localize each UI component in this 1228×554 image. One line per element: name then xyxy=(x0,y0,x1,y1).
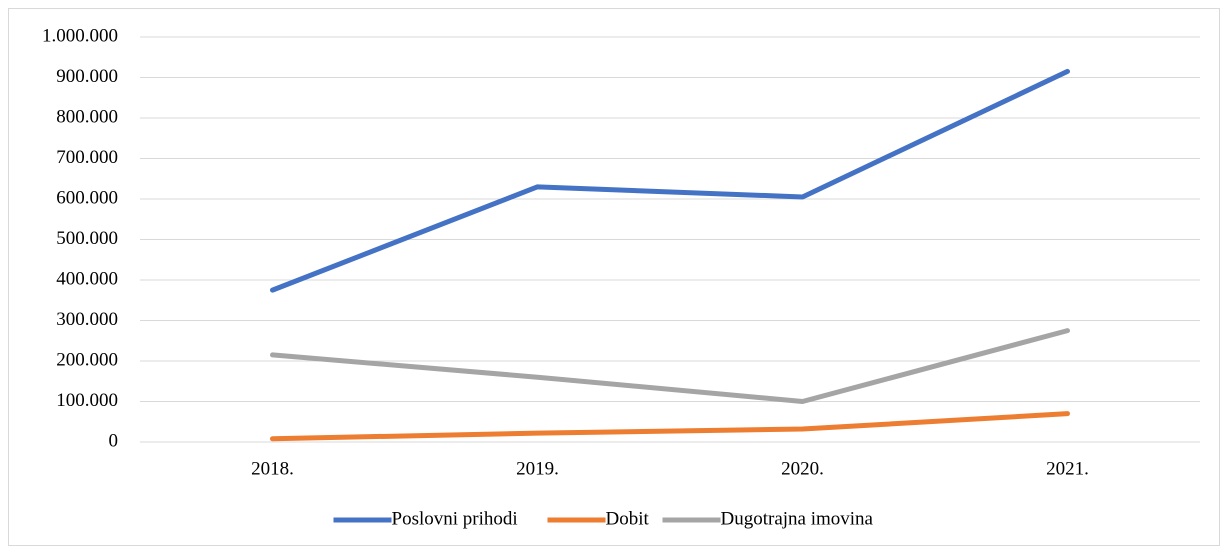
legend-label: Dugotrajna imovina xyxy=(721,508,874,529)
line-series xyxy=(270,411,1070,442)
y-tick-label: 700.000 xyxy=(56,147,118,168)
y-tick-label: 900.000 xyxy=(56,66,118,87)
y-tick-label: 600.000 xyxy=(56,187,118,208)
legend-label: Dobit xyxy=(606,508,650,529)
x-tick-label: 2019. xyxy=(516,458,559,479)
x-tick-label: 2020. xyxy=(781,458,824,479)
y-tick-label: 0 xyxy=(109,430,119,451)
legend-label: Poslovni prihodi xyxy=(392,508,518,529)
y-tick-label: 100.000 xyxy=(56,390,118,411)
line-series xyxy=(270,68,1070,293)
y-tick-label: 500.000 xyxy=(56,228,118,249)
y-tick-label: 300.000 xyxy=(56,309,118,330)
chart-border xyxy=(8,8,1220,546)
x-tick-label: 2018. xyxy=(251,458,294,479)
y-tick-label: 400.000 xyxy=(56,268,118,289)
x-tick-label: 2021. xyxy=(1046,458,1089,479)
y-tick-label: 800.000 xyxy=(56,106,118,127)
line-series xyxy=(270,328,1070,404)
y-tick-label: 200.000 xyxy=(56,349,118,370)
y-tick-label: 1.000.000 xyxy=(42,25,118,46)
